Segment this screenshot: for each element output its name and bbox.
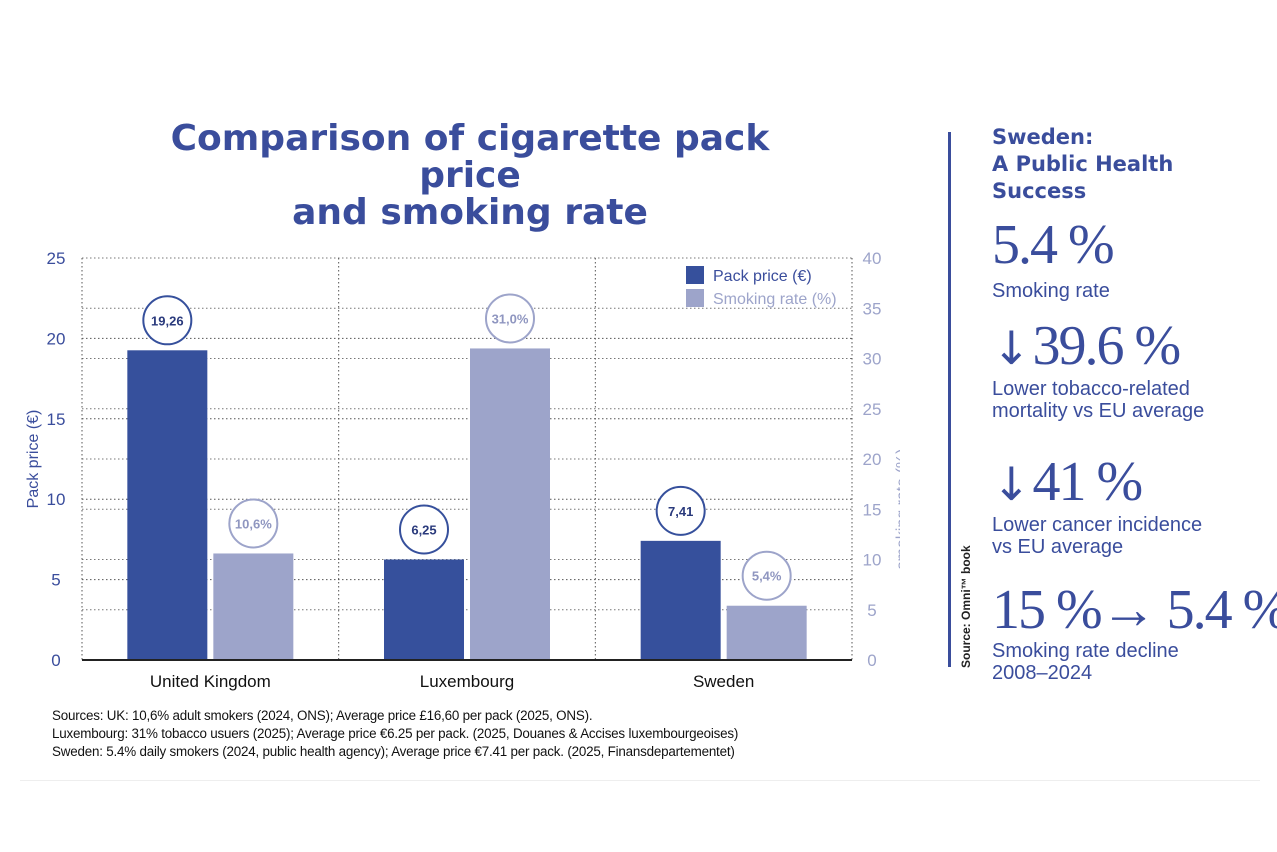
chart-title-line-2: and smoking rate — [292, 192, 648, 233]
y2-tick-label: 25 — [863, 400, 882, 419]
stat-value: 39.6 % — [1032, 315, 1182, 377]
sources-note: Sources: UK: 10,6% adult smokers (2024, … — [52, 707, 738, 761]
data-label-circle — [228, 498, 279, 549]
stat-label-line-2: vs EU average — [992, 536, 1124, 558]
bar-smoking-rate — [213, 553, 294, 660]
bar-smoking-rate — [470, 348, 550, 660]
stat-value-row: ↓39.6 % — [992, 316, 1262, 378]
y-tick-label: 25 — [47, 249, 66, 268]
legend-swatch — [686, 289, 704, 307]
chart-title-line-1: Comparison of cigarette pack price — [170, 118, 770, 196]
bar-pack-price — [640, 540, 721, 660]
y-axis-title: Pack price (€) — [25, 410, 42, 509]
data-label: 7,41 — [668, 504, 693, 519]
y-tick-label: 20 — [47, 329, 66, 348]
y2-tick-label: 30 — [863, 350, 882, 369]
panel-heading-line-1: Sweden: — [992, 125, 1094, 149]
y2-tick-label: 35 — [863, 299, 882, 318]
stat-label-line-1: Smoking rate decline — [992, 640, 1179, 662]
stat-mortality: ↓39.6 % Lower tobacco-related mortality … — [992, 316, 1262, 422]
source-credit: Source: Omni™ book — [959, 545, 973, 668]
source-line-uk: Sources: UK: 10,6% adult smokers (2024, … — [52, 708, 593, 723]
sweden-panel: Sweden: A Public Health Success 5.4 % Sm… — [992, 124, 1277, 684]
stat-label-line-2: mortality vs EU average — [992, 400, 1205, 422]
bar-pack-price — [384, 559, 464, 660]
y-tick-label: 10 — [47, 490, 66, 509]
stat-label: Smoking rate — [992, 280, 1110, 302]
data-label-circle — [142, 295, 193, 346]
y2-tick-label: 5 — [867, 601, 876, 620]
stat-value: 5.4 % — [992, 214, 1115, 276]
stat-value: 41 % — [1032, 451, 1144, 513]
source-line-luxembourg: Luxembourg: 31% tobacco usuers (2025); A… — [52, 726, 739, 741]
x-tick-label: Luxembourg — [420, 672, 515, 691]
stat-smoking-rate: 5.4 % Smoking rate — [992, 215, 1262, 302]
panel-heading: Sweden: A Public Health Success — [992, 124, 1262, 205]
data-label: 10,6% — [235, 516, 272, 531]
x-tick-label: United Kingdom — [150, 672, 271, 691]
data-label: 19,26 — [151, 313, 184, 328]
legend-label: Pack price (€) — [713, 268, 812, 285]
data-label: 31,0% — [492, 311, 529, 326]
y-tick-label: 5 — [51, 571, 60, 590]
legend-swatch — [686, 266, 704, 284]
y2-tick-label: 10 — [863, 551, 882, 570]
stat-value: 15 %→ 5.4 % — [992, 579, 1277, 641]
chart-title: Comparison of cigarette pack price and s… — [120, 120, 820, 231]
x-tick-label: Sweden — [693, 672, 754, 691]
stat-decline: 15 %→ 5.4 % Smoking rate decline 2008–20… — [992, 579, 1277, 684]
data-label: 6,25 — [411, 523, 436, 538]
panel-heading-line-2: A Public Health Success — [992, 152, 1174, 203]
y2-axis-title: smoking rate (%) — [894, 449, 900, 570]
y-tick-label: 0 — [51, 651, 60, 670]
stat-value-row: ↓41 % — [992, 452, 1262, 514]
down-arrow-icon: ↓ — [992, 321, 1031, 375]
data-label-circle — [485, 293, 535, 344]
y2-tick-label: 20 — [863, 450, 882, 469]
stat-cancer: ↓41 % Lower cancer incidence vs EU avera… — [992, 452, 1262, 558]
data-label-circle — [655, 485, 706, 536]
bar-smoking-rate — [726, 605, 807, 660]
data-label: 5,4% — [752, 569, 782, 584]
y2-tick-label: 0 — [867, 651, 876, 670]
data-label-circle — [741, 550, 792, 601]
stat-label-line-1: Lower tobacco-related — [992, 378, 1190, 400]
y-tick-label: 15 — [47, 410, 66, 429]
down-arrow-icon: ↓ — [992, 457, 1031, 511]
bar-pack-price — [127, 350, 208, 660]
bar-chart: 0 5 10 15 20 25 0 5 10 15 20 25 30 35 40 Pack price (€)… — [25, 249, 900, 691]
bottom-rule — [20, 780, 1260, 781]
legend-label: Smoking rate (%) — [713, 291, 837, 308]
y2-tick-label: 15 — [863, 500, 882, 519]
vertical-divider — [948, 132, 951, 667]
stat-label-line-2: 2008–2024 — [992, 662, 1093, 684]
source-line-sweden: Sweden: 5.4% daily smokers (2024, public… — [52, 744, 735, 759]
stat-label-line-1: Lower cancer incidence — [992, 514, 1203, 536]
data-label-circle — [399, 504, 449, 555]
y2-tick-label: 40 — [863, 249, 882, 268]
